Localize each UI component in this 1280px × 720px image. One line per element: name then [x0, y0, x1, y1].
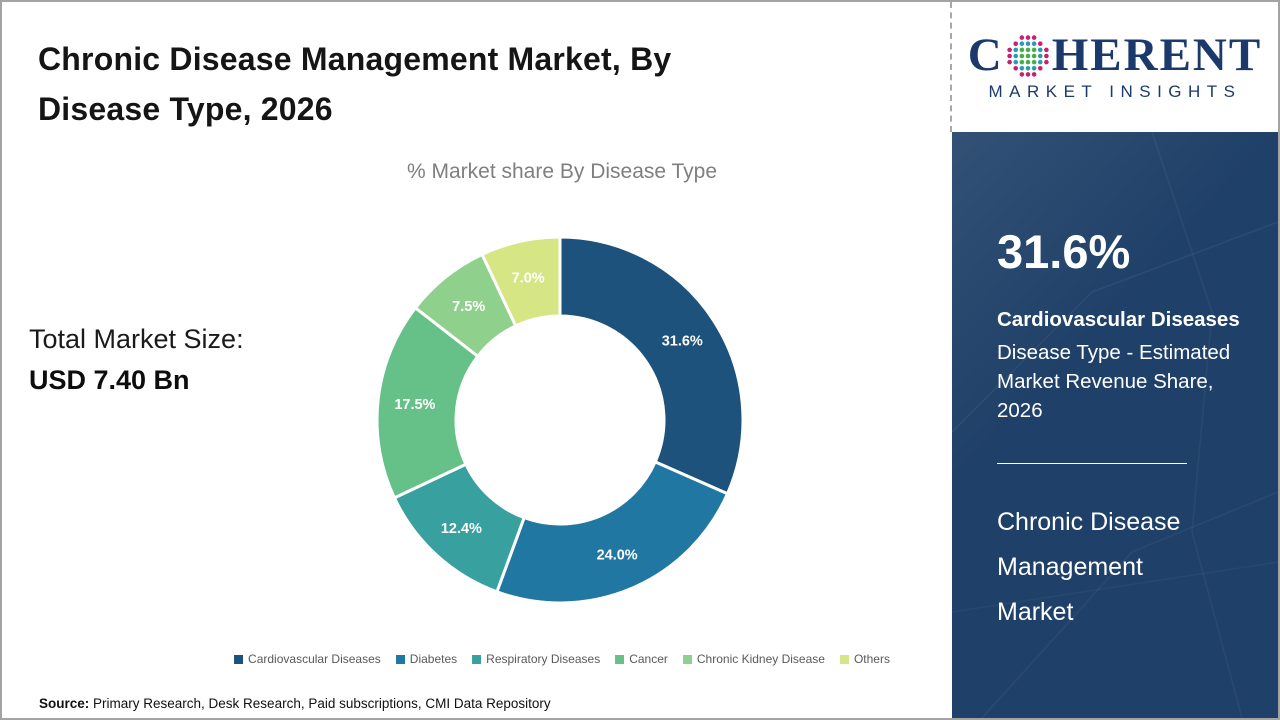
- legend-swatch: [615, 654, 625, 664]
- total-market-size-value: USD 7.40 Bn: [29, 365, 190, 395]
- highlight-value: 31.6%: [997, 225, 1131, 278]
- page-title: Chronic Disease Management Market, By Di…: [38, 41, 672, 127]
- donut-slice: [558, 235, 745, 496]
- donut-chart-svg: 31.6% 24.0% 12.4% 17.5% 7.5% 7.0%: [375, 235, 745, 605]
- donut-slice-label: 12.4%: [441, 521, 482, 537]
- legend-swatch: [234, 654, 244, 664]
- legend-swatch: [395, 654, 405, 664]
- donut-slice-label: 7.5%: [452, 299, 485, 315]
- legend-item: Cancer: [615, 652, 668, 666]
- legend-swatch: [682, 654, 692, 664]
- legend-swatch: [472, 654, 482, 664]
- chart-subtitle: % Market share By Disease Type: [406, 160, 718, 183]
- logo-area: C HERENT MARKET INSIGHTS: [950, 2, 1278, 132]
- donut-slice: [480, 235, 562, 328]
- coherent-logo: C HERENT: [968, 32, 1262, 79]
- donut-chart: 31.6% 24.0% 12.4% 17.5% 7.5% 7.0%: [370, 230, 750, 610]
- source-text: Primary Research, Desk Research, Paid su…: [89, 696, 551, 711]
- legend-label: Respiratory Diseases: [486, 652, 601, 666]
- total-market-size-label: Total Market Size:: [29, 324, 244, 354]
- source-note: Source: Primary Research, Desk Research,…: [39, 696, 551, 711]
- legend-item: Diabetes: [395, 652, 458, 666]
- legend-label: Diabetes: [409, 652, 458, 666]
- globe-dots-icon: [1007, 34, 1049, 77]
- legend-label: Others: [853, 652, 890, 666]
- highlight-description: Disease Type - Estimated Market Revenue …: [997, 341, 1231, 422]
- source-label: Source:: [39, 696, 90, 711]
- legend-label: Cardiovascular Diseases: [248, 652, 381, 666]
- highlight-panel: 31.6% Cardiovascular Diseases Disease Ty…: [952, 132, 1278, 718]
- legend-label: Chronic Kidney Disease: [696, 652, 825, 666]
- donut-slice-label: 24.0%: [597, 547, 638, 563]
- legend-item: Respiratory Diseases: [472, 652, 600, 666]
- logo-tagline: MARKET INSIGHTS: [988, 82, 1242, 101]
- legend-label: Cancer: [629, 652, 668, 666]
- donut-slice-label: 7.0%: [512, 271, 545, 287]
- sidebar: C HERENT MARKET INSIGHTS 31.6% Cardiovas…: [950, 2, 1278, 718]
- donut-slice: [495, 460, 729, 605]
- legend-item: Cardiovascular Diseases: [234, 652, 381, 666]
- logo-text-end: HERENT: [1051, 29, 1263, 81]
- market-name: Chronic Disease Management Market: [997, 508, 1181, 626]
- total-market-size: Total Market Size: USD 7.40 Bn: [29, 324, 244, 396]
- logo-text-start: C: [967, 29, 1004, 81]
- chart-area: Chronic Disease Management Market, By Di…: [2, 2, 950, 718]
- legend-item: Chronic Kidney Disease: [682, 652, 825, 666]
- legend-swatch: [839, 654, 849, 664]
- donut-slice-label: 31.6%: [662, 333, 703, 349]
- panel-divider: [997, 463, 1187, 464]
- donut-slice-label: 17.5%: [394, 397, 435, 413]
- highlight-title: Cardiovascular Diseases: [997, 308, 1240, 331]
- legend-item: Others: [839, 652, 890, 666]
- map-texture: [952, 132, 1278, 718]
- chart-legend: Cardiovascular Diseases Diabetes Respirato…: [234, 652, 890, 666]
